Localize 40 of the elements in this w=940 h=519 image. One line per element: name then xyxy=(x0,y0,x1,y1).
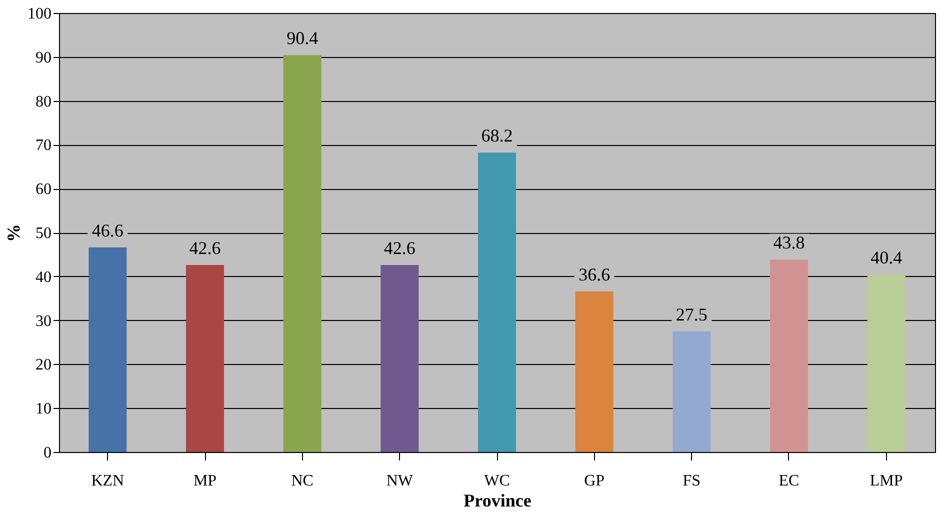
x-tick-label: NC xyxy=(291,472,314,490)
bar xyxy=(186,264,224,452)
y-tick-label: 30 xyxy=(36,312,52,330)
x-tick-label: EC xyxy=(778,472,800,490)
x-axis-title: Province xyxy=(464,490,532,510)
x-tick-label: GP xyxy=(584,472,605,490)
y-tick-label: 40 xyxy=(36,268,52,286)
data-label: 42.6 xyxy=(384,238,416,258)
data-label: 68.2 xyxy=(481,126,513,146)
x-tick-label: FS xyxy=(682,472,701,490)
y-tick-label: 90 xyxy=(36,49,52,66)
data-label: 46.6 xyxy=(92,220,124,240)
bar xyxy=(380,264,419,452)
data-label: 90.4 xyxy=(286,28,318,48)
data-label: 40.4 xyxy=(870,248,902,268)
data-label: 43.8 xyxy=(773,232,805,253)
y-tick-label: 0 xyxy=(44,444,52,462)
data-label: 36.6 xyxy=(578,264,610,284)
bar xyxy=(478,152,516,452)
bar xyxy=(672,331,711,452)
y-tick-label: 100 xyxy=(28,6,52,22)
bar xyxy=(867,274,906,452)
y-axis-title: % xyxy=(4,224,24,242)
data-label: 27.5 xyxy=(676,304,708,324)
y-tick-label: 60 xyxy=(36,181,52,198)
y-tick-label: 70 xyxy=(36,137,52,154)
data-label: 42.6 xyxy=(189,238,221,258)
x-tick-label: NW xyxy=(386,472,414,490)
bar xyxy=(770,260,808,452)
x-tick-label: MP xyxy=(193,472,217,490)
y-tick-label: 80 xyxy=(36,93,52,110)
bar xyxy=(283,55,322,452)
bar xyxy=(575,291,614,452)
y-tick-label: 10 xyxy=(36,400,52,418)
y-tick-label: 20 xyxy=(36,356,52,374)
bar xyxy=(88,247,127,452)
y-tick-label: 50 xyxy=(36,225,52,242)
x-tick-label: LMP xyxy=(870,472,903,490)
x-tick-label: WC xyxy=(484,472,510,490)
x-tick-label: KZN xyxy=(91,472,125,490)
